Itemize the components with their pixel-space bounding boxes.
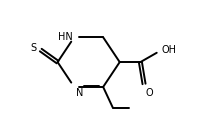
Text: S: S [31,43,37,53]
Text: OH: OH [161,45,176,55]
Text: O: O [145,88,153,98]
Text: N: N [76,88,83,98]
Text: HN: HN [58,32,73,42]
